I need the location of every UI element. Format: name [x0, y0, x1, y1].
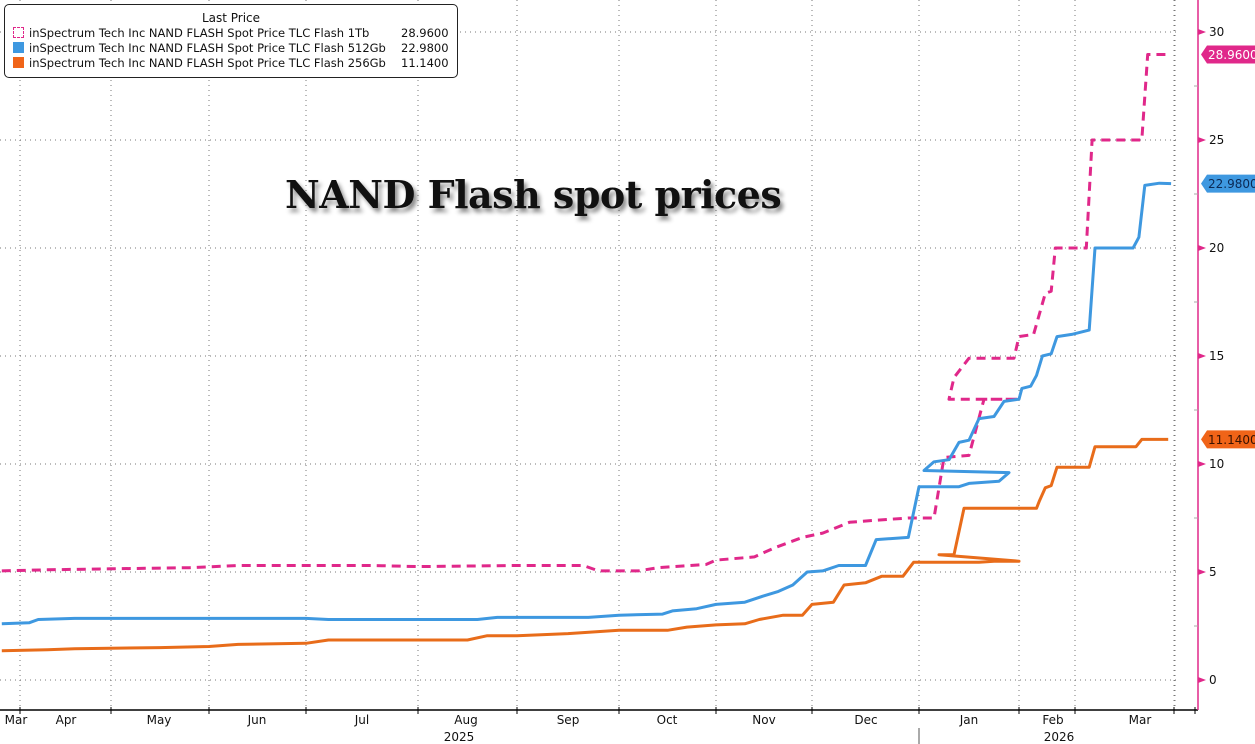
x-tick-label: Sep	[557, 713, 580, 727]
legend-label: inSpectrum Tech Inc NAND FLASH Spot Pric…	[29, 40, 386, 55]
y-tick-marker	[1198, 137, 1206, 143]
x-tick-label: Jan	[959, 713, 979, 727]
x-tick-label: Dec	[854, 713, 877, 727]
x-year-label: 2025	[444, 730, 475, 744]
legend-item-1tb[interactable]: inSpectrum Tech Inc NAND FLASH Spot Pric…	[5, 25, 457, 40]
axes: Mar Apr May Jun Jul Aug Sep Oct Nov Dec Jan Feb Mar 2…	[0, 0, 1224, 744]
legend-value: 11.1400	[401, 55, 449, 70]
y-tick-label: 5	[1209, 565, 1217, 579]
series-line-0	[1, 53, 1172, 573]
legend-item-256gb[interactable]: inSpectrum Tech Inc NAND FLASH Spot Pric…	[5, 55, 457, 70]
y-tick-label: 20	[1209, 241, 1224, 255]
legend-label: inSpectrum Tech Inc NAND FLASH Spot Pric…	[29, 25, 370, 40]
y-tick-marker	[1198, 677, 1206, 683]
x-tick-label: Aug	[454, 713, 477, 727]
y-tick-marker	[1198, 353, 1206, 359]
x-tick-label: Jun	[247, 713, 267, 727]
y-tick-marker	[1198, 461, 1206, 467]
last-value-badges: 28.9600 22.9800 11.1400	[1201, 45, 1255, 449]
x-tick-label: May	[147, 713, 172, 727]
legend-swatch-dashed-icon	[13, 27, 24, 38]
chart-title: NAND Flash spot prices	[285, 172, 782, 217]
legend-value: 22.9800	[401, 40, 449, 55]
x-tick-label: Jul	[354, 713, 369, 727]
y-tick-label: 25	[1209, 133, 1224, 147]
legend-item-512gb[interactable]: inSpectrum Tech Inc NAND FLASH Spot Pric…	[5, 40, 457, 55]
gridlines	[0, 0, 1176, 710]
last-value-badge-text: 28.9600	[1208, 48, 1255, 62]
legend-value: 28.9600	[401, 25, 449, 40]
x-year-label: 2026	[1044, 730, 1075, 744]
x-tick-label: Mar	[5, 713, 28, 727]
x-tick-label: Apr	[56, 713, 77, 727]
series-group	[1, 53, 1172, 653]
y-tick-label: 15	[1209, 349, 1224, 363]
legend-swatch-icon	[13, 57, 24, 68]
y-tick-label: 0	[1209, 673, 1217, 687]
last-value-badge-text: 22.9800	[1208, 177, 1255, 191]
last-value-badge	[1201, 45, 1255, 64]
x-tick-label: Feb	[1042, 713, 1063, 727]
y-tick-label: 10	[1209, 457, 1224, 471]
legend-title: Last Price	[201, 11, 261, 25]
x-tick-label: Mar	[1129, 713, 1152, 727]
series-line-2	[1, 437, 1169, 653]
y-tick-label: 30	[1209, 25, 1224, 39]
y-tick-marker	[1198, 29, 1206, 35]
last-value-badge-text: 11.1400	[1208, 433, 1255, 447]
x-tick-label: Nov	[752, 713, 775, 727]
legend: Last Price inSpectrum Tech Inc NAND FLAS…	[4, 4, 458, 78]
legend-label: inSpectrum Tech Inc NAND FLASH Spot Pric…	[29, 55, 386, 70]
legend-swatch-icon	[13, 42, 24, 53]
y-tick-marker	[1198, 569, 1206, 575]
series-line-1	[1, 181, 1172, 626]
y-tick-marker	[1198, 245, 1206, 251]
last-value-badge	[1201, 430, 1255, 449]
x-tick-label: Oct	[657, 713, 678, 727]
last-value-badge	[1201, 174, 1255, 193]
